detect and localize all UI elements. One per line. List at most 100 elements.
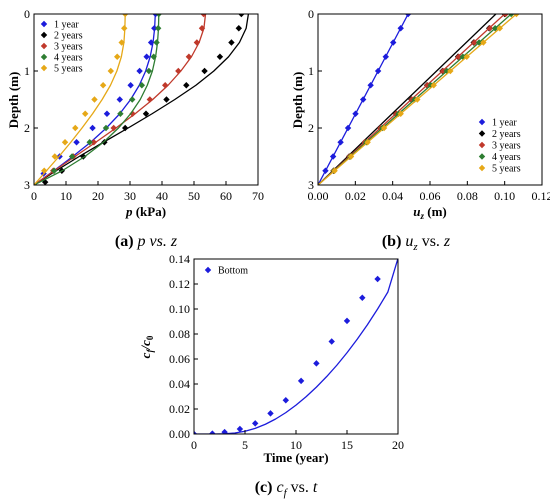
panel-b-x-axis-label: uz (m) <box>413 204 447 221</box>
data-point-1-year <box>147 39 155 46</box>
y-tick-label: 3 <box>308 178 314 192</box>
data-point-4-years <box>150 53 157 60</box>
data-point-bottom <box>313 360 320 367</box>
legend-marker <box>478 141 486 149</box>
data-point-1-year <box>136 67 143 75</box>
data-point-1-year <box>329 153 337 160</box>
panel-c-frame <box>193 258 399 435</box>
data-point-1-year <box>103 110 111 117</box>
data-point-bottom <box>282 397 289 404</box>
data-point-5-years <box>430 82 437 89</box>
legend-marker <box>478 118 486 126</box>
data-point-1-year <box>397 25 404 32</box>
data-point-4-years <box>50 167 58 174</box>
x-tick-label: 40 <box>156 189 168 203</box>
legend-label: 3 years <box>492 141 521 152</box>
legend-marker <box>40 64 48 72</box>
data-point-5-years <box>513 14 520 18</box>
legend-marker <box>40 20 48 28</box>
legend-label: 1 year <box>54 20 79 31</box>
data-point-1-year <box>73 139 80 146</box>
data-point-4-years <box>155 14 162 18</box>
data-point-bottom <box>267 410 274 417</box>
data-point-1-year <box>367 82 374 89</box>
legend-label: 3 years <box>54 42 83 53</box>
panel-b-y-axis-label: Depth (m) <box>290 72 305 129</box>
x-tick-label: 60 <box>220 189 232 203</box>
data-point-5-years <box>496 25 504 32</box>
x-tick-label: 0.08 <box>457 189 478 203</box>
panel-a-caption: (a) p vs. z <box>115 233 178 250</box>
panel-b-plot <box>318 14 520 185</box>
y-tick-label: 0.12 <box>169 277 190 291</box>
data-point-2-years <box>163 96 170 103</box>
data-point-4-years <box>154 25 162 32</box>
panel-c-x-axis-label: Time (year) <box>263 450 328 465</box>
data-point-2-years <box>183 82 190 89</box>
data-point-1-year <box>89 124 96 132</box>
data-point-bottom <box>328 338 335 345</box>
x-tick-label: 10 <box>290 438 302 452</box>
data-point-1-year <box>359 96 367 103</box>
data-point-3-years <box>486 25 494 32</box>
data-point-5-years <box>107 67 114 75</box>
panel-b-caption: (b) uz vs. z <box>382 233 451 253</box>
data-point-1-year <box>404 14 412 18</box>
data-point-5-years <box>51 153 58 160</box>
data-point-5-years <box>463 53 470 60</box>
data-point-bottom <box>374 275 381 283</box>
data-point-2-years <box>228 39 235 46</box>
data-point-4-years <box>68 153 76 160</box>
data-point-4-years <box>102 124 110 132</box>
panel-a-y-ticks: 0 1 2 3 <box>24 7 38 192</box>
data-point-3-years <box>146 96 154 103</box>
y-tick-label: 1 <box>308 64 314 78</box>
data-point-3-years <box>175 67 182 75</box>
data-point-4-years <box>491 25 499 32</box>
y-tick-label: 0.00 <box>169 427 190 441</box>
data-point-2-years <box>42 178 49 185</box>
data-point-4-years <box>86 139 93 146</box>
data-point-1-year <box>337 139 344 146</box>
data-point-4-years <box>129 96 136 103</box>
data-point-2-years <box>122 124 129 132</box>
data-point-5-years <box>99 82 107 89</box>
data-point-2-years <box>235 25 242 32</box>
legend-marker <box>478 130 486 137</box>
y-tick-label: 0.10 <box>169 302 190 316</box>
legend-label: Bottom <box>218 266 248 277</box>
panel-a-plot <box>34 14 250 185</box>
data-point-bottom <box>209 430 216 434</box>
data-point-2-years <box>142 110 150 117</box>
data-point-3-years <box>198 25 206 32</box>
legend-marker <box>40 53 48 61</box>
panel-a-x-axis-label: p (kPa) <box>125 204 166 219</box>
legend-marker <box>40 42 48 50</box>
legend-label: 2 years <box>492 129 521 140</box>
x-tick-label: 70 <box>252 189 264 203</box>
legend-label: 4 years <box>54 53 83 64</box>
y-tick-label: 0.08 <box>169 327 190 341</box>
y-tick-label: 2 <box>24 121 30 135</box>
panel-c-caption: (c) cf vs. t <box>255 479 318 499</box>
panel-b-x-ticks: 0.00 0.02 0.04 0.06 0.08 0.10 0.12 <box>308 181 550 203</box>
x-tick-label: 0.06 <box>420 189 441 203</box>
y-tick-label: 0.06 <box>169 352 190 366</box>
data-point-3-years <box>193 39 201 46</box>
panel-c-x-ticks: 0 5 10 15 20 <box>191 430 404 452</box>
panel-c-y-ticks: 0.00 0.02 0.04 0.06 0.08 0.10 0.12 0.14 <box>169 252 198 441</box>
data-point-4-years <box>138 82 146 89</box>
y-tick-label: 0 <box>308 7 314 21</box>
data-point-bottom <box>343 317 351 325</box>
data-point-5-years <box>118 39 125 46</box>
data-point-1-year <box>322 167 329 174</box>
data-point-1-year <box>116 96 123 103</box>
data-point-bottom <box>359 294 366 301</box>
y-tick-label: 0.02 <box>169 402 190 416</box>
x-tick-label: 0 <box>31 189 37 203</box>
panel-c-legend: Bottom <box>204 266 248 277</box>
data-point-3-years <box>185 53 193 60</box>
data-point-5-years <box>122 14 129 18</box>
